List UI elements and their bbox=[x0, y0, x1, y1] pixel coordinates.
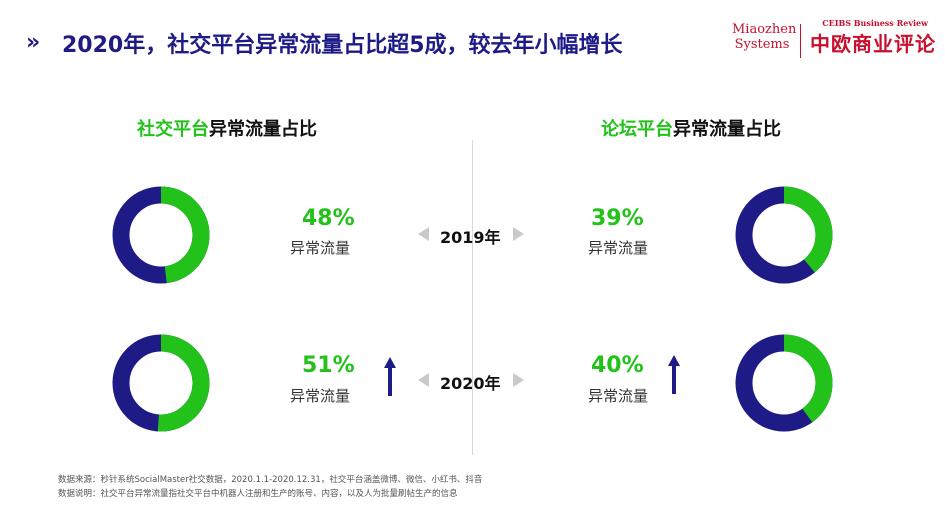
triangle-right-icon bbox=[513, 227, 524, 241]
footnote-source: 数据来源：秒针系统SocialMaster社交数据，2020.1.1-2020.… bbox=[58, 475, 483, 485]
ceibs-logo: CEIBS Business Review 中欧商业评论 bbox=[810, 18, 936, 57]
logo-ceibs-en: CEIBS Business Review bbox=[822, 18, 928, 28]
donut-slice-abnormal bbox=[112, 334, 210, 432]
donut-social-2020 bbox=[112, 334, 210, 432]
metric-label-social-2020: 异常流量 bbox=[290, 387, 351, 405]
center-divider bbox=[472, 140, 473, 455]
triangle-left-icon bbox=[418, 373, 429, 387]
year-label-2019: 2019年 bbox=[440, 228, 501, 247]
triangle-left-icon bbox=[418, 227, 429, 241]
section-title-forum: 论坛平台异常流量占比 bbox=[601, 115, 781, 141]
year-label-2020: 2020年 bbox=[440, 374, 501, 393]
logo-brand-line1: Miaozhen bbox=[732, 22, 797, 37]
pct-social-2019: 48% bbox=[302, 206, 355, 231]
donut-slice-abnormal bbox=[112, 186, 210, 284]
metric-label-forum-2020: 异常流量 bbox=[588, 387, 649, 405]
donut-slice-abnormal bbox=[735, 334, 833, 432]
trend-up-arrow-icon bbox=[384, 357, 396, 396]
metric-label-forum-2019: 异常流量 bbox=[588, 239, 649, 257]
page-title: 2020年，社交平台异常流量占比超5成，较去年小幅增长 bbox=[62, 33, 623, 58]
donut-forum-2020 bbox=[735, 334, 833, 432]
pct-forum-2019: 39% bbox=[591, 206, 644, 231]
pct-forum-2020: 40% bbox=[591, 353, 644, 378]
pct-social-2020: 51% bbox=[302, 353, 355, 378]
header-chevron-icon: » bbox=[26, 30, 40, 55]
section-title-rest: 异常流量占比 bbox=[209, 119, 317, 140]
trend-up-arrow-icon bbox=[668, 355, 680, 394]
triangle-right-icon bbox=[513, 373, 524, 387]
logo-divider bbox=[800, 24, 801, 58]
donut-social-2019 bbox=[112, 186, 210, 284]
donut-forum-2019 bbox=[735, 186, 833, 284]
miaozhen-logo: Miaozhen Systems bbox=[732, 22, 797, 52]
logo-ceibs-cn: 中欧商业评论 bbox=[810, 32, 936, 56]
section-title-accent: 社交平台 bbox=[137, 119, 209, 140]
footnote-explanation: 数据说明：社交平台异常流量指社交平台中机器人注册和生产的账号、内容，以及人为批量… bbox=[58, 489, 458, 499]
section-title-accent: 论坛平台 bbox=[601, 119, 673, 140]
metric-label-social-2019: 异常流量 bbox=[290, 239, 351, 257]
section-title-rest: 异常流量占比 bbox=[673, 119, 781, 140]
logo-brand-line2: Systems bbox=[734, 37, 790, 52]
donut-slice-abnormal bbox=[735, 186, 833, 284]
section-title-social: 社交平台异常流量占比 bbox=[137, 115, 317, 141]
